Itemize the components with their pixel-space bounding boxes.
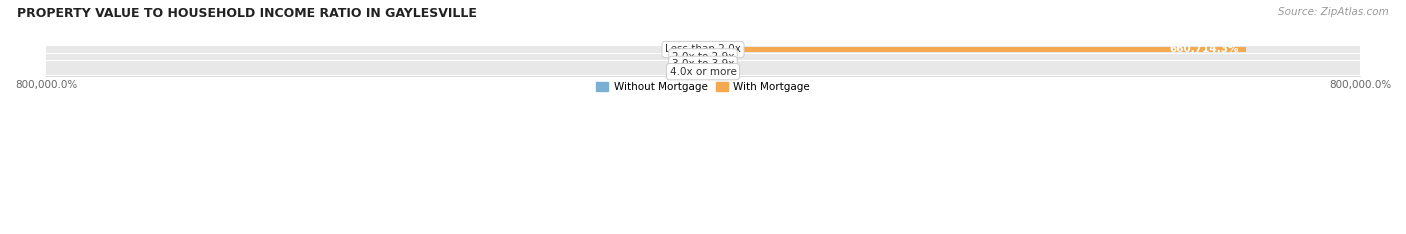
Bar <box>46 61 1360 67</box>
Text: Less than 2.0x: Less than 2.0x <box>665 44 741 55</box>
Text: 660,714.3%: 660,714.3% <box>1170 44 1239 55</box>
Text: 14.3%: 14.3% <box>706 52 740 62</box>
Text: 12.5%: 12.5% <box>666 52 700 62</box>
Text: PROPERTY VALUE TO HOUSEHOLD INCOME RATIO IN GAYLESVILLE: PROPERTY VALUE TO HOUSEHOLD INCOME RATIO… <box>17 7 477 20</box>
Bar <box>703 47 1246 52</box>
Text: 3.0x to 3.9x: 3.0x to 3.9x <box>672 59 734 69</box>
Text: 2.0x to 2.9x: 2.0x to 2.9x <box>672 52 734 62</box>
Legend: Without Mortgage, With Mortgage: Without Mortgage, With Mortgage <box>596 82 810 92</box>
Text: 33.3%: 33.3% <box>666 44 700 55</box>
Text: 42.9%: 42.9% <box>706 59 740 69</box>
Bar <box>46 69 1360 75</box>
Text: 0.0%: 0.0% <box>673 59 700 69</box>
Text: Source: ZipAtlas.com: Source: ZipAtlas.com <box>1278 7 1389 17</box>
Bar <box>46 46 1360 53</box>
Text: 41.7%: 41.7% <box>666 67 700 77</box>
Text: 28.6%: 28.6% <box>706 67 740 77</box>
Bar <box>46 54 1360 60</box>
Text: 4.0x or more: 4.0x or more <box>669 67 737 77</box>
